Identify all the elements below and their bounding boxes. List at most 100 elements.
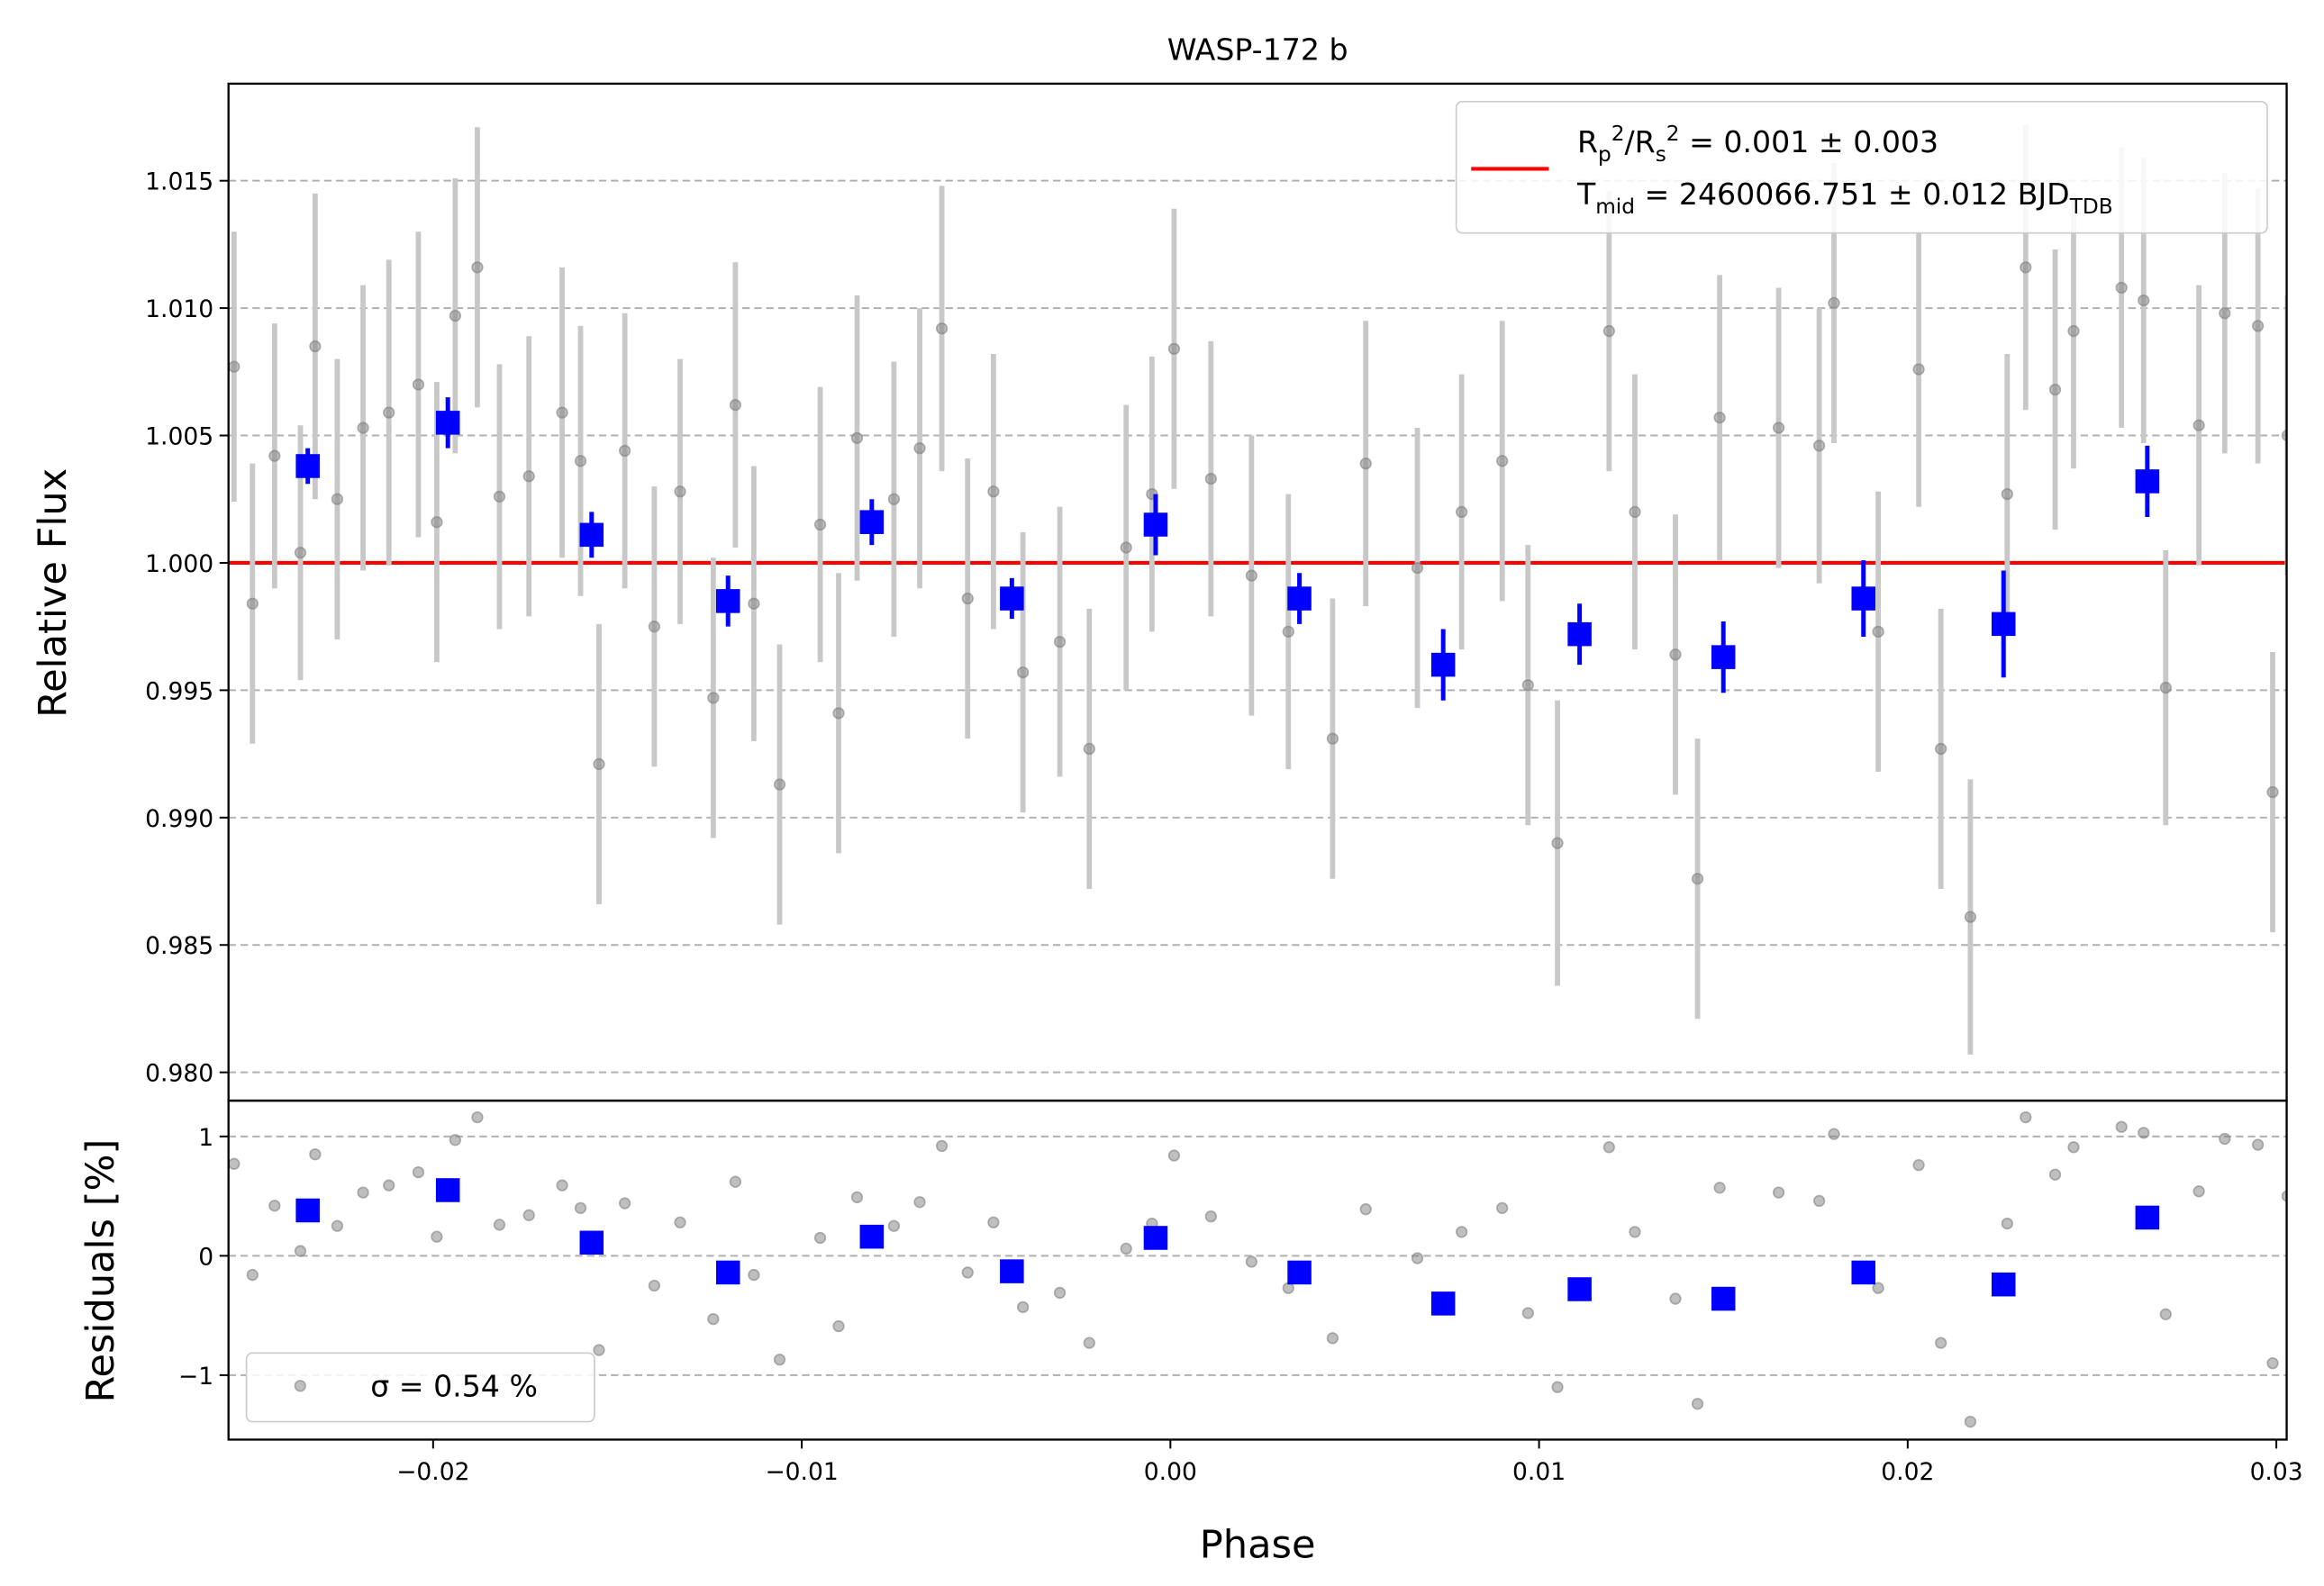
data-point <box>493 1219 506 1231</box>
data-point <box>1872 1282 1884 1294</box>
data-point <box>1016 1301 1030 1313</box>
data-point <box>1713 412 1726 424</box>
binned-point <box>295 1198 320 1223</box>
data-point <box>1245 1255 1257 1268</box>
data-point <box>2115 1120 2128 1133</box>
binned-point <box>1000 1259 1024 1283</box>
data-point <box>813 518 827 531</box>
data-point <box>268 1200 281 1212</box>
data-point <box>2020 1110 2032 1124</box>
data-point <box>1204 1210 1217 1223</box>
x-axis-label: Phase <box>1200 1522 1316 1567</box>
data-point <box>246 1268 259 1282</box>
data-point <box>1167 342 1181 355</box>
data-point <box>1602 1141 1615 1154</box>
binned-point <box>1851 586 1875 611</box>
x-tick-label: 0.00 <box>1144 1458 1197 1486</box>
data-point <box>961 592 974 605</box>
binned-point <box>1991 612 2016 637</box>
data-point <box>1326 1332 1339 1345</box>
y-axis-label: Residuals [%] <box>78 1139 123 1403</box>
data-point <box>2266 1357 2279 1370</box>
legend-text-part: /R <box>1624 124 1655 159</box>
legend-label: σ = 0.54 % <box>370 1368 538 1403</box>
x-tick-label: 0.01 <box>1512 1458 1566 1486</box>
data-point <box>674 1216 686 1228</box>
data-point <box>619 444 631 458</box>
data-point <box>1551 1381 1564 1393</box>
data-point <box>2020 261 2032 274</box>
data-point <box>2281 1190 2287 1202</box>
data-point <box>471 261 484 274</box>
data-point <box>1669 648 1682 661</box>
data-point <box>1120 541 1132 554</box>
data-point <box>2251 320 2265 332</box>
data-point <box>1120 1242 1132 1255</box>
data-point <box>309 1148 322 1161</box>
data-point <box>850 1191 864 1204</box>
binned-point <box>1430 1291 1456 1316</box>
data-point <box>1812 1194 1826 1208</box>
binned-point <box>1000 586 1024 611</box>
y-tick-label: 0.980 <box>145 1060 213 1088</box>
data-point <box>574 1201 587 1214</box>
data-point <box>2001 1217 2013 1230</box>
data-point <box>707 1312 720 1326</box>
binned-point <box>1287 1260 1312 1285</box>
binned-point <box>435 1178 460 1202</box>
legend-box <box>1455 100 2268 234</box>
data-point <box>887 1219 901 1232</box>
x-tick-label: 0.02 <box>1881 1458 1934 1486</box>
data-point <box>773 1354 786 1366</box>
data-point <box>294 547 307 559</box>
legend-text-part: = 0.001 ± 0.003 <box>1680 124 1939 159</box>
data-point <box>2281 429 2287 442</box>
legend-swatch <box>294 1380 306 1392</box>
data-point <box>1691 873 1704 885</box>
binned-point <box>1430 652 1456 677</box>
y-tick-label: 0 <box>198 1243 213 1271</box>
binned-point <box>1851 1260 1875 1285</box>
data-point <box>707 692 720 704</box>
data-point <box>1456 1226 1468 1238</box>
data-point <box>648 621 661 633</box>
data-point <box>674 485 686 498</box>
data-point <box>431 516 443 529</box>
legend-text-part: 2 <box>1666 122 1680 146</box>
data-point <box>832 707 845 720</box>
legend-label: Tmid = 2460066.751 ± 0.012 BJDTDB <box>1576 177 2113 219</box>
data-point <box>1282 625 1294 638</box>
data-point <box>1935 1337 1947 1349</box>
y-tick-label: 1.005 <box>145 422 213 450</box>
legend-text-part: = 2460066.751 ± 0.012 BJD <box>1635 177 2070 212</box>
data-point <box>471 1110 484 1124</box>
data-point <box>2001 487 2013 501</box>
data-point <box>648 1279 661 1292</box>
y-tick-label: 0.985 <box>145 932 213 960</box>
data-point <box>1496 455 1509 467</box>
binned-point <box>1567 621 1592 647</box>
data-point <box>1872 625 1884 638</box>
data-point <box>331 1219 344 1232</box>
plot-area <box>228 1110 2287 1428</box>
data-point <box>357 421 369 434</box>
data-point <box>246 597 259 610</box>
binned-point <box>579 522 604 548</box>
data-point <box>1828 1128 1840 1140</box>
y-tick-label: −1 <box>178 1363 213 1391</box>
data-point <box>1602 324 1615 338</box>
binned-point <box>1287 586 1312 611</box>
data-point <box>268 449 281 462</box>
legend-label: Rp2/Rs2 = 0.001 ± 0.003 <box>1577 122 1938 167</box>
data-point <box>357 1186 369 1199</box>
y-tick-label: 1.010 <box>145 295 213 323</box>
data-point <box>1083 742 1095 756</box>
data-point <box>1964 911 1977 923</box>
binned-point <box>2135 469 2160 494</box>
data-point <box>2067 1141 2080 1154</box>
data-point <box>1411 1252 1424 1264</box>
data-point <box>1359 458 1372 470</box>
data-point <box>556 1179 568 1192</box>
legend-text-part: TDB <box>2069 195 2113 219</box>
